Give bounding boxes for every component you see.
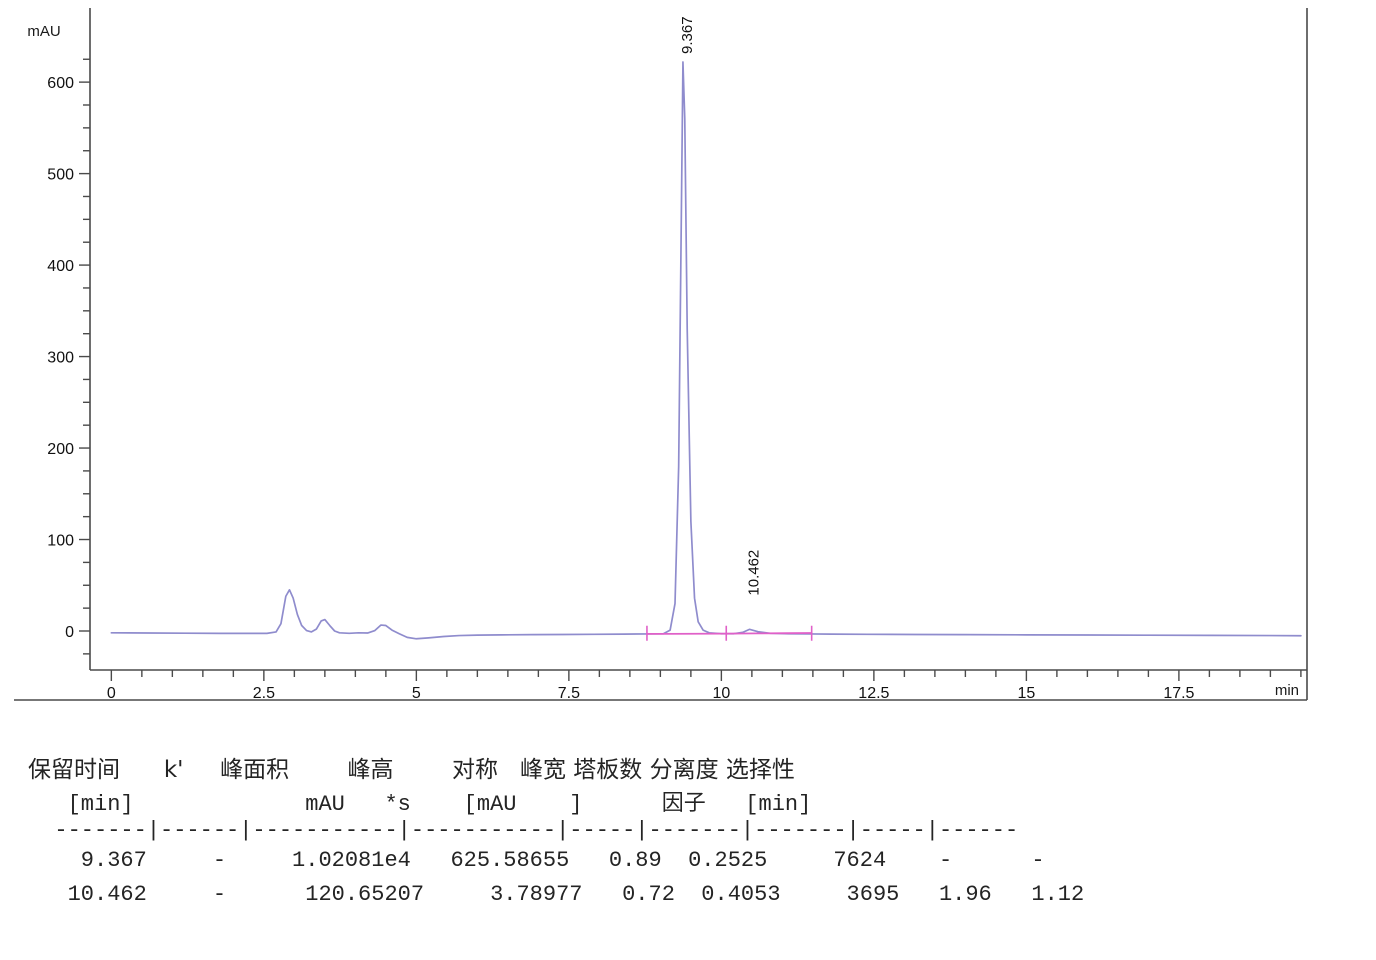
x-axis-tick-label: 17.5	[1163, 685, 1194, 702]
y-axis-tick-label: 400	[47, 258, 74, 275]
signal-trace	[110, 61, 1302, 640]
y-axis-tick-label: 500	[47, 167, 74, 184]
x-axis-unit-label: min	[1275, 682, 1299, 699]
x-axis-tick-label: 10	[712, 685, 730, 702]
table-row: 9.367 - 1.02081e4 625.58655 0.89 0.2525 …	[0, 848, 1376, 873]
x-axis-tick-label: 7.5	[558, 685, 580, 702]
chromatogram-plot: 0 100 200 300 400 500 600 mAU 0 2.5 5 7.5 10 12.5 15 17…	[14, 8, 1308, 702]
chromatogram-panel: 0 100 200 300 400 500 600 mAU 0 2.5 5 7.5 10 12.5 15 17…	[14, 8, 1308, 702]
y-axis-tick-label: 100	[47, 533, 74, 550]
table-header-row-1: 保留时间 k' 峰面积 峰高 对称 峰宽 塔板数 分离度 选择性	[0, 750, 1376, 784]
peak-label-group: 9.367	[679, 16, 696, 54]
x-axis-tick-label: 0	[107, 685, 116, 702]
y-axis-tick-label: 300	[47, 350, 74, 367]
peak-label-group: 10.462	[746, 550, 763, 596]
y-axis-unit-label: mAU	[27, 23, 60, 40]
table-separator-text: -------|------|-----------|-----------|-…	[28, 818, 1019, 843]
table-header-labels: 保留时间 k' 峰面积 峰高 对称 峰宽 塔板数 分离度 选择性	[28, 757, 795, 783]
x-axis-tick-label: 2.5	[253, 685, 275, 702]
y-axis-tick-label: 0	[65, 624, 74, 641]
x-axis-tick-label: 12.5	[858, 685, 889, 702]
table-row-0-text: 9.367 - 1.02081e4 625.58655 0.89 0.2525 …	[28, 848, 1045, 873]
x-axis-tick-label: 5	[412, 685, 421, 702]
table-row-1-text: 10.462 - 120.65207 3.78977 0.72 0.4053 3…	[28, 882, 1085, 907]
peak-retention-label: 10.462	[746, 550, 763, 596]
y-axis-tick-label: 200	[47, 441, 74, 458]
integration-baseline	[646, 632, 813, 635]
table-header-units: [min] mAU *s [mAU ] 因子 [min]	[28, 792, 812, 817]
x-axis-tick-label: 15	[1017, 685, 1035, 702]
peak-retention-label: 9.367	[679, 16, 696, 54]
table-row: 10.462 - 120.65207 3.78977 0.72 0.4053 3…	[0, 882, 1376, 907]
peak-report-table: 保留时间 k' 峰面积 峰高 对称 峰宽 塔板数 分离度 选择性 [min] m…	[0, 712, 1376, 960]
table-header-row-2: [min] mAU *s [mAU ] 因子 [min]	[0, 785, 1376, 817]
y-axis-tick-label: 600	[47, 75, 74, 92]
table-separator: -------|------|-----------|-----------|-…	[0, 818, 1376, 843]
